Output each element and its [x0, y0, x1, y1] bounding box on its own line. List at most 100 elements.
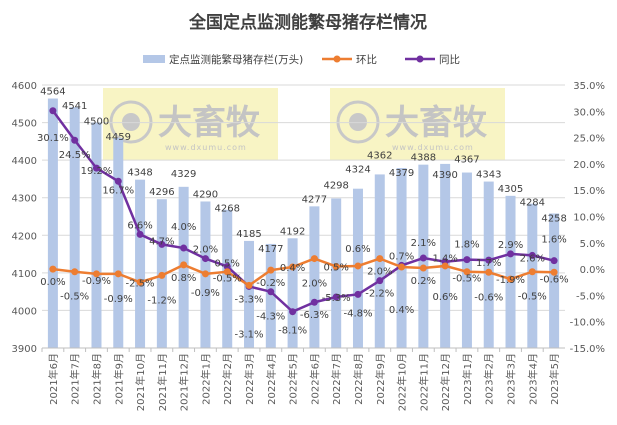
mom-value-label: -0.9%: [104, 294, 133, 305]
right-tick-label: 20.0%: [573, 160, 605, 171]
yoy-value-label: 0.5%: [215, 258, 240, 269]
yoy-point: [485, 256, 493, 264]
bar-value-label: 4298: [323, 180, 348, 191]
x-tick-label: 2022年8月: [352, 353, 365, 405]
yoy-value-label: 4.0%: [171, 222, 196, 233]
right-tick-label: 15.0%: [573, 186, 605, 197]
mom-point: [201, 270, 209, 278]
left-tick-label: 4300: [12, 194, 37, 205]
yoy-value-label: 0.7%: [389, 251, 414, 262]
mom-point: [398, 263, 406, 271]
mom-point: [136, 278, 144, 286]
bar-value-label: 4290: [193, 189, 218, 200]
mom-value-label: -0.6%: [474, 292, 503, 303]
bar-value-label: 4324: [345, 165, 370, 176]
yoy-point: [463, 256, 471, 264]
yoy-value-label: 2.0%: [193, 245, 218, 256]
bar-value-label: 4388: [411, 153, 436, 164]
right-tick-label: 35.0%: [573, 81, 605, 92]
x-tick-label: 2022年3月: [243, 353, 256, 405]
axes: 3900 4000 4100 4200 4300 4400 4500 4600 -15.0% -1…: [12, 81, 605, 411]
yoy-point: [114, 177, 122, 185]
yoy-point: [332, 293, 340, 301]
yoy-value-label: -4.3%: [256, 312, 285, 323]
bar-value-label: 4192: [280, 226, 305, 237]
mom-value-label: -0.2%: [256, 278, 285, 289]
legend-yoy-label: 同比: [439, 53, 460, 66]
mom-value-label: -0.5%: [518, 292, 547, 303]
x-tick-label: 2022年1月: [199, 353, 212, 405]
bar: [244, 240, 255, 348]
mom-value-label: -3.1%: [235, 329, 264, 340]
bar-value-label: 4329: [171, 169, 196, 180]
mom-value-label: 2.0%: [302, 279, 327, 290]
legend-bar-label: 定点监测能繁母猪存栏(万头): [169, 53, 303, 66]
yoy-value-label: 16.7%: [102, 185, 134, 196]
watermark-logo-dot: [349, 113, 367, 131]
watermark-url: www.dxumu.com: [392, 143, 474, 152]
yoy-point: [419, 254, 427, 262]
mom-value-label: 0.6%: [432, 292, 457, 303]
mom-value-label: 2.0%: [367, 267, 392, 278]
mom-value-label: 0.8%: [171, 273, 196, 284]
bar: [135, 179, 146, 348]
yoy-value-label: 24.5%: [59, 150, 91, 161]
yoy-value-label: 4.7%: [149, 236, 174, 247]
x-tick-label: 2023年2月: [483, 353, 496, 405]
mom-value-label: 0.2%: [411, 276, 436, 287]
yoy-point: [71, 136, 79, 144]
bar: [91, 122, 102, 348]
x-tick-label: 2022年6月: [308, 353, 321, 405]
bar-value-label: 4379: [389, 168, 414, 179]
bar-value-label: 4177: [258, 244, 283, 255]
mom-value-label: -2.5%: [126, 278, 155, 289]
bar-value-label: 4258: [541, 213, 566, 224]
mom-value-label: 0.4%: [389, 305, 414, 316]
x-tick-label: 2021年7月: [69, 353, 82, 405]
mom-point: [485, 268, 493, 276]
right-tick-label: 5.0%: [580, 239, 605, 250]
bar-value-label: 4305: [498, 184, 523, 195]
x-tick-label: 2022年11月: [417, 353, 430, 411]
yoy-value-label: -6.3%: [300, 310, 329, 321]
x-tick-label: 2023年4月: [526, 353, 539, 405]
x-tick-label: 2021年9月: [112, 353, 125, 405]
data-labels: 4564 4541 4500 4459 4348 4296 4329 4290 4268 4185…: [37, 87, 569, 341]
yoy-point: [136, 230, 144, 238]
bar-value-label: 4284: [520, 198, 545, 209]
mom-point: [49, 265, 57, 273]
x-tick-label: 2021年6月: [47, 353, 60, 405]
yoy-line: [51, 110, 555, 314]
mom-point: [310, 255, 318, 263]
bar-value-label: 4390: [432, 170, 457, 181]
bar-value-label: 4541: [62, 101, 87, 112]
yoy-value-label: -5.3%: [322, 293, 351, 304]
left-tick-label: 4400: [12, 156, 37, 167]
mom-value-label: -0.5%: [60, 292, 89, 303]
yoy-point: [528, 251, 536, 259]
mom-point: [376, 255, 384, 263]
bar: [309, 206, 320, 348]
yoy-value-label: -3.3%: [235, 294, 264, 305]
yoy-value-label: -2.2%: [365, 289, 394, 300]
bar: [483, 181, 494, 348]
mom-point: [507, 275, 515, 283]
x-tick-label: 2021年10月: [134, 353, 147, 411]
bar-value-label: 4277: [302, 194, 327, 205]
yoy-point: [158, 240, 166, 248]
mom-value-label: -0.5%: [452, 274, 481, 285]
mom-point: [180, 261, 188, 269]
yoy-point: [310, 298, 318, 306]
x-tick-label: 2023年1月: [461, 353, 474, 405]
mom-point: [419, 264, 427, 272]
mom-point: [92, 270, 100, 278]
yoy-value-label: 30.1%: [37, 133, 69, 144]
mom-point: [354, 262, 362, 270]
yoy-point: [180, 244, 188, 252]
mom-point: [463, 268, 471, 276]
mom-point: [267, 266, 275, 274]
bar: [265, 243, 276, 348]
x-tick-label: 2021年11月: [156, 353, 169, 411]
